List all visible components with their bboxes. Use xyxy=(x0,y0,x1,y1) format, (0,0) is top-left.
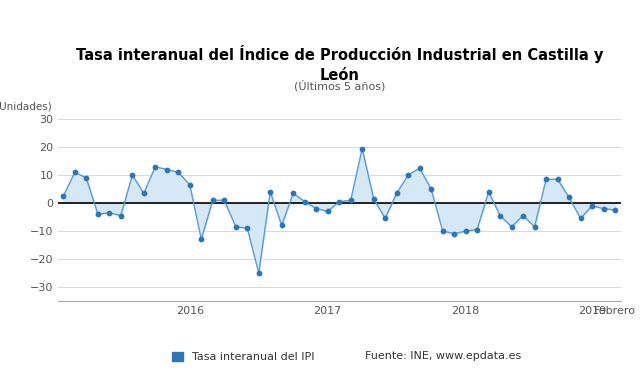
Point xyxy=(253,270,264,276)
Point xyxy=(127,172,138,178)
Point xyxy=(438,228,448,234)
Point xyxy=(230,224,241,230)
Point xyxy=(426,186,436,192)
Point xyxy=(276,222,287,228)
Point xyxy=(162,167,172,173)
Point xyxy=(587,203,597,209)
Y-axis label: % (Unidades): % (Unidades) xyxy=(0,102,52,111)
Point xyxy=(495,212,505,218)
Point xyxy=(300,199,310,205)
Point xyxy=(472,227,483,233)
Text: Fuente: INE, www.epdata.es: Fuente: INE, www.epdata.es xyxy=(365,351,521,361)
Point xyxy=(196,237,206,243)
Point xyxy=(288,190,298,196)
Point xyxy=(598,206,609,212)
Point xyxy=(380,215,390,221)
Point xyxy=(219,197,229,203)
Point xyxy=(483,189,493,195)
Point xyxy=(415,165,425,171)
Point xyxy=(139,190,149,196)
Point xyxy=(207,197,218,203)
Point xyxy=(552,176,563,182)
Point xyxy=(575,215,586,221)
Point xyxy=(185,182,195,188)
Point xyxy=(58,193,68,199)
Point xyxy=(449,231,460,237)
Point xyxy=(81,175,92,181)
Point xyxy=(346,197,356,203)
Point xyxy=(461,228,471,234)
Point xyxy=(403,172,413,178)
Point xyxy=(323,208,333,214)
Point xyxy=(334,199,344,205)
Point xyxy=(93,211,103,217)
Point xyxy=(311,206,321,212)
Point xyxy=(104,210,115,216)
Point xyxy=(70,169,80,175)
Point xyxy=(173,169,184,175)
Title: Tasa interanual del Índice de Producción Industrial en Castilla y
León: Tasa interanual del Índice de Producción… xyxy=(76,45,603,83)
Point xyxy=(392,190,402,196)
Point xyxy=(564,194,574,200)
Point xyxy=(150,164,161,170)
Point xyxy=(506,224,516,230)
Point xyxy=(369,196,379,202)
Legend: Tasa interanual del IPI: Tasa interanual del IPI xyxy=(168,347,319,367)
Point xyxy=(529,224,540,230)
Point xyxy=(116,212,126,218)
Text: (Últimos 5 años): (Últimos 5 años) xyxy=(294,80,385,92)
Point xyxy=(610,207,620,213)
Point xyxy=(518,212,528,218)
Point xyxy=(242,225,252,231)
Point xyxy=(541,176,551,182)
Point xyxy=(265,189,275,195)
Point xyxy=(357,146,367,152)
